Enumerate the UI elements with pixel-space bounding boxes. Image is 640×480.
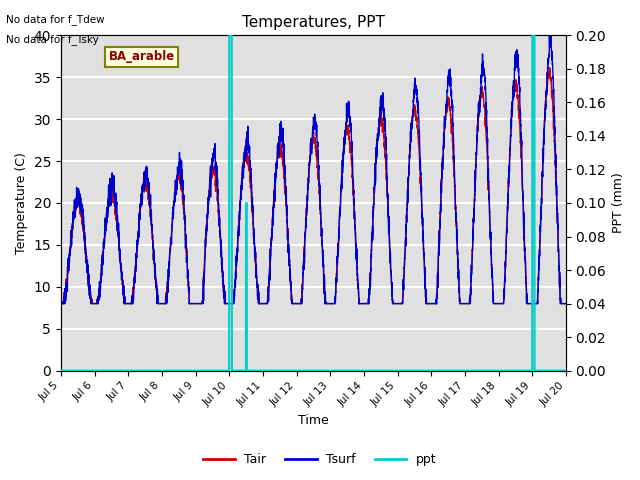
Tair xyxy=(371,170,379,176)
ppt xyxy=(562,368,570,373)
Tair xyxy=(362,300,370,306)
Tsurf xyxy=(547,28,555,34)
Tsurf xyxy=(57,300,65,306)
Tair xyxy=(198,300,206,306)
Tsurf xyxy=(362,300,370,306)
Tair xyxy=(57,300,65,306)
Text: No data for f_Tsky: No data for f_Tsky xyxy=(6,34,99,45)
Legend: Tair, Tsurf, ppt: Tair, Tsurf, ppt xyxy=(198,448,442,471)
Tsurf xyxy=(562,300,570,306)
Tsurf xyxy=(514,58,522,64)
Tsurf xyxy=(198,300,206,306)
Line: ppt: ppt xyxy=(61,36,566,371)
Tair xyxy=(165,262,173,267)
ppt xyxy=(562,368,570,373)
Tair xyxy=(546,65,554,71)
ppt xyxy=(514,368,522,373)
ppt xyxy=(225,33,233,38)
Tair xyxy=(57,299,65,305)
Text: BA_arable: BA_arable xyxy=(109,50,175,63)
ppt xyxy=(165,368,173,373)
Text: No data for f_Tdew: No data for f_Tdew xyxy=(6,14,105,25)
Line: Tsurf: Tsurf xyxy=(61,31,566,303)
Y-axis label: PPT (mm): PPT (mm) xyxy=(612,173,625,233)
ppt xyxy=(57,368,65,373)
Tsurf xyxy=(57,300,65,305)
X-axis label: Time: Time xyxy=(298,414,329,427)
ppt xyxy=(362,368,370,373)
ppt xyxy=(371,368,379,373)
Line: Tair: Tair xyxy=(61,68,566,303)
Tair xyxy=(562,300,570,306)
Tsurf xyxy=(562,300,570,306)
ppt xyxy=(198,368,205,373)
Tsurf xyxy=(165,259,173,264)
Tair xyxy=(562,300,570,306)
Title: Temperatures, PPT: Temperatures, PPT xyxy=(242,15,385,30)
Tsurf xyxy=(371,161,379,167)
Tair xyxy=(514,92,522,98)
Y-axis label: Temperature (C): Temperature (C) xyxy=(15,152,28,254)
